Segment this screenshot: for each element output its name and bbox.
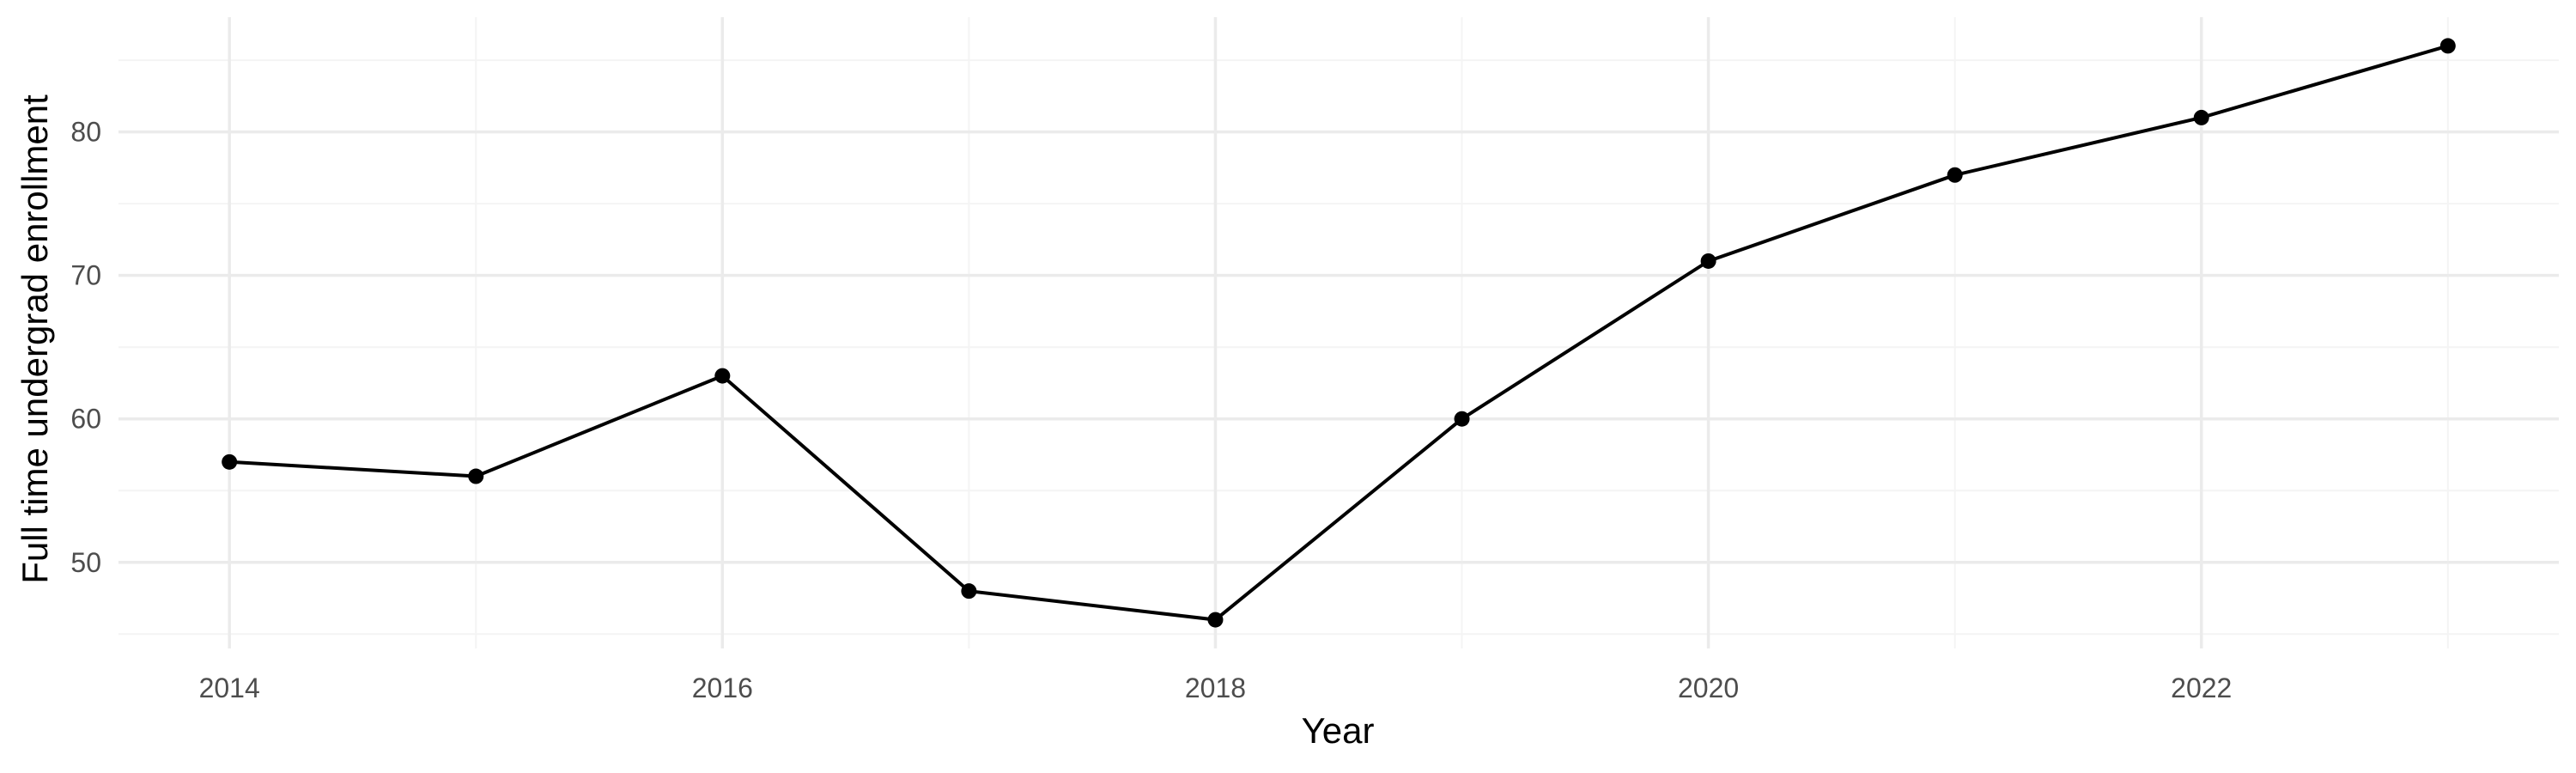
tick-labels: 2014 2016 2018 2020 2022 50 60 70 80 xyxy=(70,117,2232,703)
data-point xyxy=(1700,253,1716,269)
data-point xyxy=(2439,38,2456,54)
x-tick-label: 2022 xyxy=(2171,673,2232,703)
data-point xyxy=(961,583,977,600)
y-tick-label: 60 xyxy=(70,404,101,435)
data-point xyxy=(468,468,484,484)
y-tick-label: 50 xyxy=(70,547,101,578)
series-line xyxy=(229,44,2449,622)
x-axis-title: Year xyxy=(1302,710,1375,751)
data-point xyxy=(1947,167,1963,183)
series-group xyxy=(222,38,2456,628)
y-tick-label: 70 xyxy=(70,260,101,291)
x-tick-label: 2020 xyxy=(1678,673,1739,703)
grid xyxy=(118,17,2559,648)
x-tick-label: 2014 xyxy=(199,673,260,703)
y-tick-label: 80 xyxy=(70,117,101,148)
data-point xyxy=(222,453,238,470)
data-point xyxy=(1454,411,1470,427)
x-tick-label: 2018 xyxy=(1185,673,1246,703)
data-point xyxy=(714,368,731,384)
x-tick-label: 2016 xyxy=(692,673,753,703)
data-point xyxy=(2193,109,2209,125)
y-axis-title: Full time undergrad enrollment xyxy=(15,94,55,584)
data-point xyxy=(1207,612,1224,628)
